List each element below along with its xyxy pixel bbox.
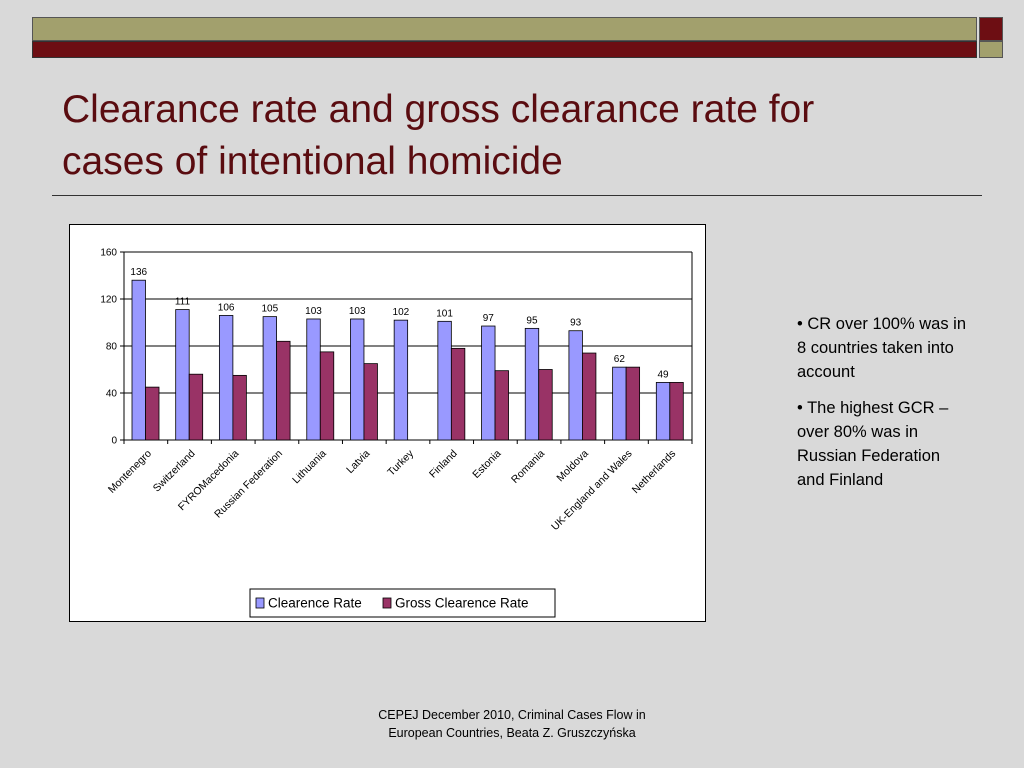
gross-clearance-rate-bar (319, 351, 335, 441)
corner-square-olive (979, 41, 1003, 58)
data-label: 106 (218, 302, 235, 313)
title-divider (52, 195, 982, 196)
clearance-rate-bar (131, 279, 146, 441)
gross-clearance-rate-bar (669, 382, 684, 441)
clearance-rate-bar (481, 325, 496, 441)
gross-clearance-rate-bar (232, 374, 247, 441)
x-category-label: Montenegro (106, 448, 154, 496)
clearance-rate-bar (393, 319, 409, 441)
x-category-label: Netherlands (630, 448, 679, 497)
gross-clearance-rate-bar (145, 386, 160, 441)
slide-title: Clearance rate and gross clearance rate … (62, 84, 962, 188)
data-label: 111 (175, 297, 191, 308)
data-label: 136 (130, 267, 147, 278)
legend-box (249, 588, 556, 618)
data-label: 101 (436, 308, 453, 319)
x-category-label: Moldova (554, 448, 591, 485)
clearance-rate-bar (306, 318, 321, 441)
data-label: 95 (526, 315, 538, 326)
clearance-rate-bar (350, 318, 365, 441)
x-category-label: Turkey (385, 447, 416, 478)
clearance-rate-bar (262, 316, 277, 441)
clearance-rate-bar (175, 309, 190, 441)
gross-clearance-rate-bar (538, 369, 553, 441)
legend-label: Gross Clearence Rate (395, 596, 529, 611)
bullet-item: • The highest GCR – over 80% was in Russ… (797, 399, 949, 489)
top-bar-red (32, 41, 977, 58)
data-label: 103 (349, 306, 366, 317)
y-tick-label: 0 (111, 436, 117, 447)
x-category-label: Romania (509, 448, 547, 486)
corner-square-red (979, 17, 1003, 41)
x-category-label: Finland (427, 448, 460, 481)
data-label: 105 (261, 304, 278, 315)
bullet-list: • CR over 100% was in 8 countries taken … (797, 312, 967, 504)
data-label: 62 (614, 354, 626, 365)
gross-clearance-rate-bar (363, 363, 378, 441)
x-category-label: Latvia (344, 448, 372, 476)
gross-clearance-rate-bar (494, 370, 509, 441)
gross-clearance-rate-bar (625, 366, 641, 441)
y-tick-label: 120 (100, 295, 117, 306)
footer-line-2: European Countries, Beata Z. Gruszczyńsk… (388, 726, 636, 740)
footer-citation: CEPEJ December 2010, Criminal Cases Flow… (312, 706, 712, 742)
data-label: 102 (393, 307, 410, 318)
data-label: 49 (657, 369, 669, 380)
gross-clearance-rate-bar (450, 347, 466, 441)
bar-chart: 0 40 80 120 160 136 Montenegro 111 Switzerland 10… (100, 248, 693, 618)
y-tick-label: 40 (106, 389, 118, 400)
slide-title-line-1: Clearance rate and gross clearance rate … (62, 88, 815, 131)
data-label: 103 (305, 306, 322, 317)
bullet-item: • CR over 100% was in 8 countries taken … (797, 315, 967, 381)
gross-clearance-rate-bar (188, 373, 204, 441)
legend-label: Clearence Rate (268, 596, 362, 611)
chart-frame: 0 40 80 120 160 136 Montenegro 111 Switzerland 10… (69, 224, 706, 622)
clearance-rate-bar (655, 382, 671, 441)
top-bar-olive (32, 17, 977, 41)
x-category-label: Estonia (470, 448, 503, 481)
footer-line-1: CEPEJ December 2010, Criminal Cases Flow… (378, 708, 646, 722)
data-label: 97 (483, 313, 495, 324)
data-label: 93 (570, 318, 582, 329)
gross-clearance-rate-bar (276, 340, 291, 441)
legend-swatch (382, 597, 392, 609)
slide-title-line-2: cases of intentional homicide (62, 140, 563, 183)
gross-clearance-rate-bar (582, 352, 597, 441)
clearance-rate-bar (524, 327, 540, 441)
clearance-rate-bar (437, 320, 452, 441)
x-category-label: UK-England and Wales (549, 448, 634, 533)
x-category-label: Lithuania (290, 448, 329, 487)
y-tick-label: 160 (100, 248, 117, 259)
clearance-rate-bar (218, 315, 234, 441)
y-tick-label: 80 (106, 342, 118, 353)
legend-swatch (255, 597, 265, 609)
x-category-label: Switzerland (151, 448, 198, 495)
clearance-rate-bar (612, 366, 627, 441)
clearance-rate-bar (568, 330, 583, 441)
